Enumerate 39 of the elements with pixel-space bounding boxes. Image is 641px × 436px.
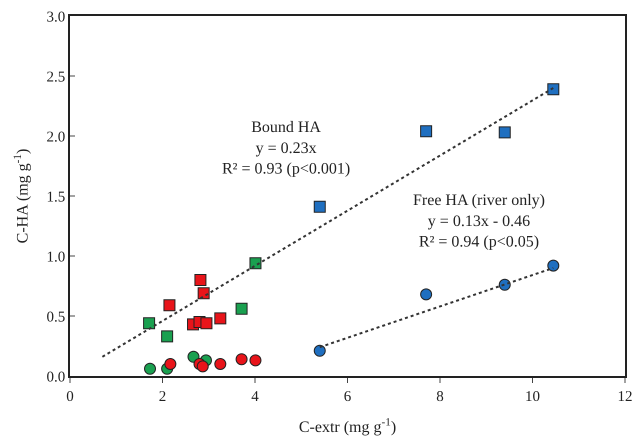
point [236,302,248,315]
y-tick-label: 1.0 [46,249,66,266]
point [547,83,560,96]
point [249,257,262,270]
x-tick-label: 0 [66,388,74,405]
x-tick-label: 4 [251,388,260,405]
point [236,353,248,366]
y-tick-label: 0.0 [46,369,66,386]
x-tick-label: 10 [525,388,540,405]
y-tick-label: 3.0 [46,9,66,26]
point [143,317,156,330]
x-tick-label: 8 [436,388,444,405]
x-tick-label: 2 [158,388,166,405]
point [163,299,176,312]
y-tick-label: 0.5 [46,309,66,326]
point [161,330,174,342]
x-axis-title: C-extr (mg g$^{-1}$) [298,416,396,436]
y-tick-label: 1.5 [46,189,66,206]
point [214,312,226,324]
point [196,360,209,372]
point [498,126,511,138]
x-tick-label: 6 [344,388,352,405]
annotation: Free HA (river only) y = 0.13x - 0.46 R² = 0.94 (p<0.05) [413,192,545,251]
y-tick-label: 2.0 [46,129,66,146]
point [249,354,262,366]
point [200,317,212,330]
y-tick-label: 2.5 [46,69,66,86]
x-tick-label: 12 [618,388,632,405]
point [314,344,326,357]
point [547,260,560,272]
point [420,125,432,138]
point [420,288,432,300]
point [214,358,226,370]
annotation: Bound HA y = 0.23x R² = 0.93 (p<0.001) [222,119,350,178]
point [314,200,326,213]
point [144,362,156,375]
point [164,358,176,370]
point [194,274,206,286]
point [198,287,210,300]
